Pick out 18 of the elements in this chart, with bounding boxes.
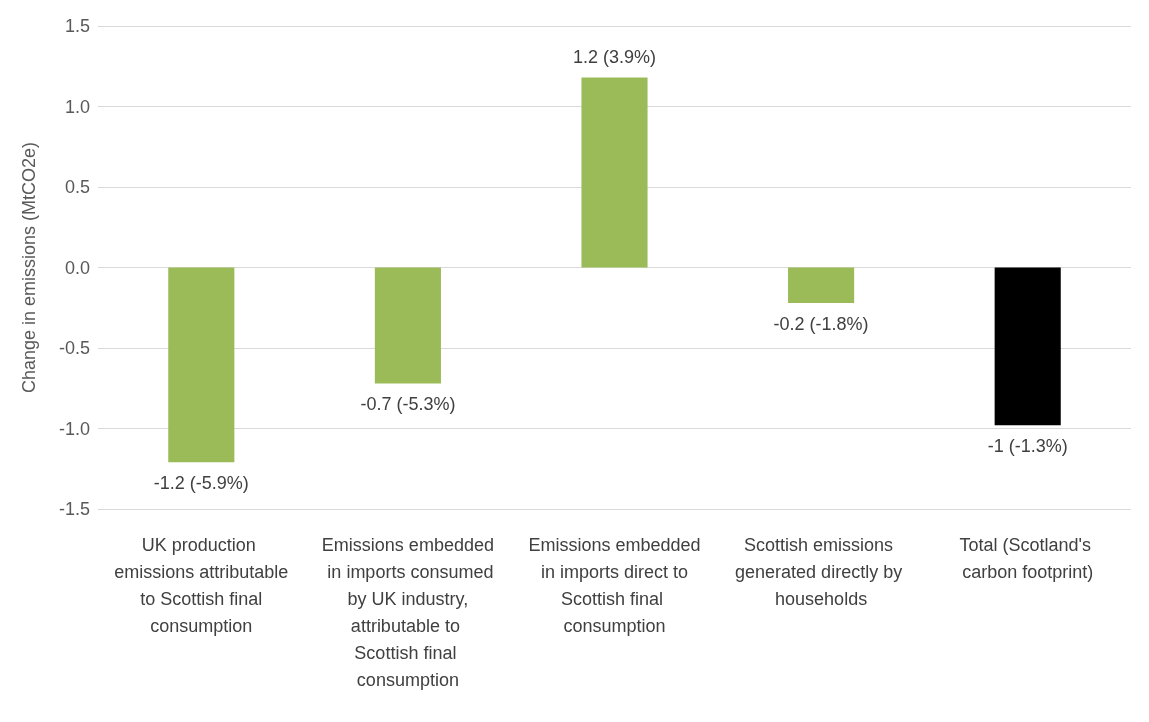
y-tick-label: 1.5 [64,16,90,36]
y-tick-label: 1.0 [64,96,90,117]
data-label: -0.7 (-5.3%) [360,394,456,415]
x-tick-label: Emissions embedded in imports direct to Scottish final consumption [528,534,701,636]
x-tick-label: Scottish emissions generated directly by households [735,534,908,609]
data-label: 1.2 (3.9%) [572,46,657,67]
y-axis-title: Change in emissions (MtCO2e) [19,141,39,394]
x-tick-label: Total (Scotland's carbon footprint) [959,534,1096,582]
y-tick-label: 0.0 [64,257,90,278]
x-tick-label: Emissions embedded in imports consumed by UK industry, attributable to Scottish final consumption [321,534,494,690]
data-label: -1 (-1.3%) [987,436,1068,457]
y-tick-label: -1.5 [58,499,90,519]
x-tick-label: UK production emissions attributable to Scottish final consumption [114,534,289,636]
y-tick-label: 0.5 [64,177,90,197]
y-tick-label: -1.0 [58,418,90,439]
data-label: -1.2 (-5.9%) [153,473,249,494]
y-tick-label: -0.5 [58,338,90,358]
data-label: -0.2 (-1.8%) [773,313,869,334]
